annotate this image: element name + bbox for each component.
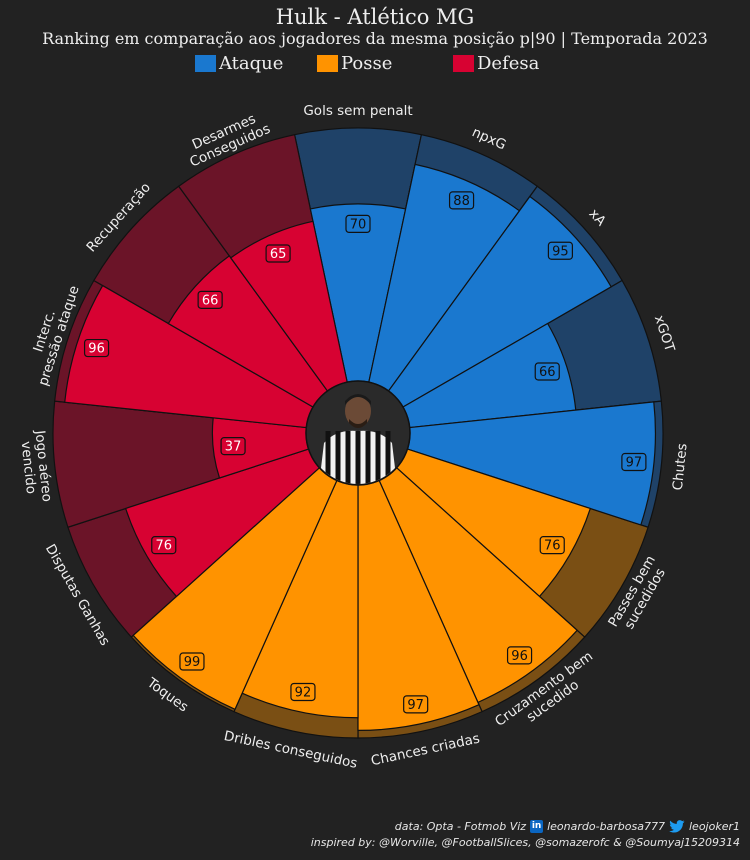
category-label-line: Gols sem penalt (303, 103, 412, 119)
category-label-line: npxG (469, 124, 508, 153)
category-label-gols-sem-penalt: Gols sem penalt (303, 103, 412, 119)
value-box (83, 338, 110, 358)
value-text: 37 (225, 440, 242, 455)
legend-swatch-posse (317, 54, 338, 72)
value-label-jogo-aereo-vencido: 37 (220, 437, 246, 456)
value-labels: 70 88 95 66 97 76 96 97 92 99 76 37 96 66 65 (83, 191, 647, 714)
value-box (290, 682, 316, 702)
twitter-icon (669, 820, 685, 833)
value-text: 88 (453, 194, 470, 209)
value-text: 99 (184, 655, 201, 670)
value-box (345, 214, 371, 233)
footer-credits: data: Opta - Fotmob Viz in leonardo-barb… (395, 820, 740, 833)
value-box (179, 652, 205, 671)
category-label-line: Chutes (670, 443, 691, 492)
value-text: 96 (88, 342, 105, 357)
value-text: 96 (511, 649, 528, 664)
value-box (220, 437, 246, 456)
category-label-xa: xA (586, 206, 610, 230)
value-text: 92 (295, 685, 312, 700)
value-label-xa: 95 (547, 241, 573, 260)
value-label-recuperacao: 66 (197, 290, 223, 309)
value-label-toques: 99 (179, 652, 205, 671)
value-label-cruzamento-bem-sucedido: 96 (506, 646, 533, 665)
legend-swatch-defesa (453, 54, 474, 72)
value-label-xgot: 66 (534, 362, 560, 381)
value-text: 97 (407, 698, 424, 713)
legend-swatch-ataque (195, 54, 216, 72)
value-box (151, 536, 177, 555)
category-label-line: vencido (18, 441, 39, 495)
value-label-disputas-ganhas: 76 (151, 536, 177, 555)
player-photo (305, 380, 411, 486)
value-box (448, 191, 475, 210)
value-label-chutes: 97 (621, 452, 647, 472)
legend: Ataque Posse Defesa (195, 52, 575, 74)
value-box (197, 290, 223, 309)
category-label-line: Jogo aéreo (31, 429, 55, 503)
category-label-xgot: xGOT (651, 313, 678, 354)
value-label-chances-criadas: 97 (403, 695, 429, 714)
value-text: 70 (350, 217, 367, 232)
legend-label-ataque: Ataque (219, 52, 284, 74)
value-text: 76 (544, 539, 561, 554)
footer-inspired-by: inspired by: @Worville, @FootballSlices,… (310, 836, 740, 849)
legend-item-posse: Posse (317, 52, 392, 74)
category-label-line: xGOT (651, 313, 678, 354)
value-label-dribles-conseguidos: 92 (290, 682, 316, 702)
value-box (539, 536, 565, 555)
legend-item-ataque: Ataque (195, 52, 283, 74)
category-label-chutes: Chutes (670, 443, 691, 492)
value-text: 76 (155, 539, 172, 554)
legend-item-defesa: Defesa (453, 52, 539, 74)
value-box (621, 452, 647, 472)
value-text: 95 (552, 244, 569, 259)
value-box (265, 244, 291, 263)
chart-title: Hulk - Atlético MG (275, 5, 475, 29)
linkedin-icon: in (530, 820, 544, 833)
footer-linkedin: leonardo-barbosa777 (547, 820, 665, 833)
value-box (403, 695, 429, 714)
value-box (547, 241, 573, 260)
chart-subtitle: Ranking em comparação aos jogadores da m… (42, 29, 708, 48)
value-label-interc-pressao-ataque: 96 (83, 338, 110, 358)
value-text: 65 (270, 247, 287, 262)
value-label-desarmes-conseguidos: 65 (265, 244, 291, 263)
player-silhouette (318, 394, 398, 484)
value-box (506, 646, 533, 665)
legend-label-defesa: Defesa (477, 52, 540, 74)
footer-data-source: data: Opta - Fotmob Viz (394, 820, 527, 833)
legend-label-posse: Posse (341, 52, 393, 74)
value-label-npxg: 88 (448, 191, 475, 210)
value-text: 97 (626, 455, 643, 470)
value-label-passes-bem-sucedidos: 76 (539, 536, 565, 555)
value-box (534, 362, 560, 381)
category-label-npxg: npxG (469, 124, 508, 153)
value-label-gols-sem-penalt: 70 (345, 214, 371, 233)
category-label-line: xA (586, 206, 610, 230)
value-text: 66 (202, 293, 219, 308)
footer-twitter: leojoker1 (689, 820, 740, 833)
value-text: 66 (539, 365, 556, 380)
